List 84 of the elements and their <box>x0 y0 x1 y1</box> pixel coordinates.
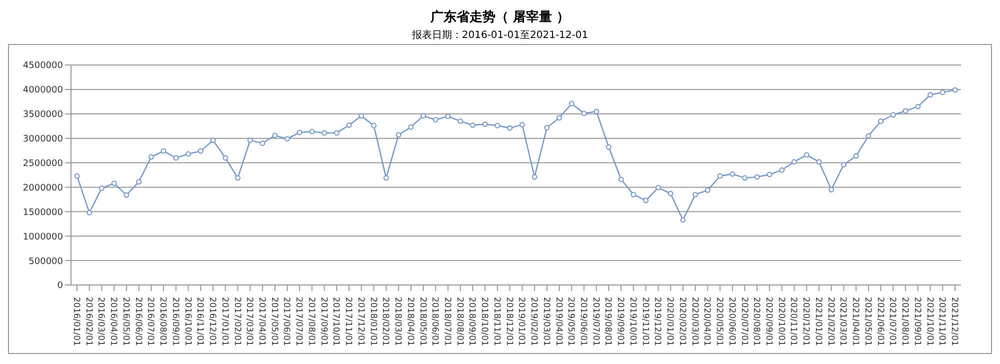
x-tick-label: 2016/10/01 <box>182 297 192 346</box>
x-tick-label: 2016/03/01 <box>96 297 106 346</box>
x-tick-label: 2021/04/01 <box>850 297 860 346</box>
x-tick-label: 2018/09/01 <box>466 297 477 346</box>
x-tick-label: 2021/03/01 <box>838 297 848 346</box>
x-tick-label: 2018/07/01 <box>442 297 452 346</box>
y-tick-label: 1000000 <box>22 232 64 242</box>
x-tick-label: 2021/02/01 <box>825 297 836 346</box>
x-tick-label: 2017/02/01 <box>232 297 242 346</box>
x-tick-label: 2019/06/01 <box>578 297 588 346</box>
chart-subtitle: 报表日期：2016-01-01至2021-12-01 <box>410 28 590 43</box>
x-tick-label: 2021/06/01 <box>874 297 885 346</box>
y-tick-label: 3500000 <box>22 110 64 120</box>
chart-title: 广东省走势（ 屠宰量 ） <box>429 8 571 27</box>
x-tick-label: 2019/10/01 <box>627 297 638 346</box>
y-tick-label: 1500000 <box>22 208 64 218</box>
x-tick-label: 2021/05/01 <box>862 297 872 346</box>
x-tick-label: 2018/05/01 <box>417 297 428 346</box>
x-tick-label: 2021/08/01 <box>900 297 910 346</box>
x-tick-label: 2021/12/01 <box>949 297 959 346</box>
x-tick-label: 2016/05/01 <box>120 297 130 346</box>
x-tick-label: 2016/02/01 <box>83 297 94 346</box>
x-tick-label: 2021/10/01 <box>924 297 934 346</box>
x-tick-label: 2017/12/01 <box>355 297 366 346</box>
y-tick-label: 4000000 <box>22 86 64 96</box>
x-tick-label: 2019/04/01 <box>553 297 564 346</box>
x-tick-label: 2018/03/01 <box>392 297 403 346</box>
y-tick-label: 2500000 <box>22 158 64 169</box>
x-tick-label: 2020/07/01 <box>738 297 749 346</box>
x-tick-label: 2020/01/01 <box>664 297 675 346</box>
x-tick-label: 2018/06/01 <box>430 297 440 346</box>
x-tick-label: 2020/11/01 <box>788 297 798 346</box>
x-tick-label: 2018/02/01 <box>380 297 390 346</box>
x-tick-label: 2019/01/01 <box>516 297 526 346</box>
x-tick-label: 2020/03/01 <box>689 297 700 346</box>
y-tick-label: 4500000 <box>22 61 64 72</box>
x-tick-label: 2018/04/01 <box>404 297 415 346</box>
x-tick-label: 2020/10/01 <box>776 297 786 346</box>
x-tick-label: 2017/05/01 <box>268 297 279 346</box>
x-tick-label: 2017/01/01 <box>219 297 230 346</box>
x-tick-label: 2016/04/01 <box>108 297 118 346</box>
y-tick-label: 2000000 <box>22 183 64 194</box>
x-tick-label: 2020/04/01 <box>702 297 712 346</box>
x-tick-label: 2019/09/01 <box>615 297 626 346</box>
x-tick-label: 2017/09/01 <box>318 297 328 346</box>
x-tick-label: 2016/01/01 <box>71 297 81 346</box>
x-tick-label: 2016/11/01 <box>194 297 205 346</box>
x-tick-label: 2021/01/01 <box>812 297 823 346</box>
x-tick-label: 2017/07/01 <box>294 297 304 346</box>
x-tick-label: 2020/09/01 <box>764 297 774 346</box>
x-tick-label: 2017/04/01 <box>256 297 266 346</box>
x-tick-label: 2017/06/01 <box>281 297 292 346</box>
x-tick-label: 2016/12/01 <box>207 297 218 346</box>
x-tick-label: 2017/03/01 <box>244 297 254 346</box>
x-tick-label: 2020/12/01 <box>800 297 811 346</box>
y-tick-label: 0 <box>57 281 64 292</box>
x-tick-label: 2020/08/01 <box>751 297 762 346</box>
x-tick-label: 2016/09/01 <box>170 297 180 346</box>
x-tick-label: 2021/07/01 <box>887 297 898 346</box>
x-tick-label: 2017/08/01 <box>306 297 316 346</box>
x-tick-label: 2018/11/01 <box>491 297 502 346</box>
x-tick-label: 2021/11/01 <box>936 297 947 346</box>
x-tick-label: 2018/10/01 <box>479 297 490 346</box>
x-tick-label: 2016/07/01 <box>145 297 156 346</box>
x-tick-label: 2016/08/01 <box>158 297 168 346</box>
x-tick-label: 2017/10/01 <box>330 297 341 346</box>
x-tick-label: 2019/07/01 <box>590 297 600 346</box>
x-tick-label: 2020/02/01 <box>676 297 687 346</box>
x-tick-label: 2020/05/01 <box>714 297 724 346</box>
x-tick-label: 2019/08/01 <box>602 297 613 346</box>
x-tick-label: 2019/11/01 <box>640 297 650 346</box>
x-tick-label: 2019/02/01 <box>528 297 539 346</box>
x-tick-label: 2020/06/01 <box>726 297 736 346</box>
y-tick-label: 500000 <box>28 256 64 267</box>
x-tick-label: 2021/09/01 <box>912 297 922 346</box>
x-tick-label: 2016/06/01 <box>132 297 143 346</box>
x-tick-label: 2017/11/01 <box>343 297 354 346</box>
x-tick-label: 2019/05/01 <box>566 297 576 346</box>
x-tick-label: 2018/08/01 <box>454 297 464 346</box>
x-tick-label: 2018/01/01 <box>368 297 378 346</box>
x-tick-label: 2018/12/01 <box>504 297 514 346</box>
y-tick-label: 3000000 <box>22 134 64 145</box>
x-tick-label: 2019/12/01 <box>652 297 662 346</box>
x-tick-label: 2019/03/01 <box>540 297 551 346</box>
